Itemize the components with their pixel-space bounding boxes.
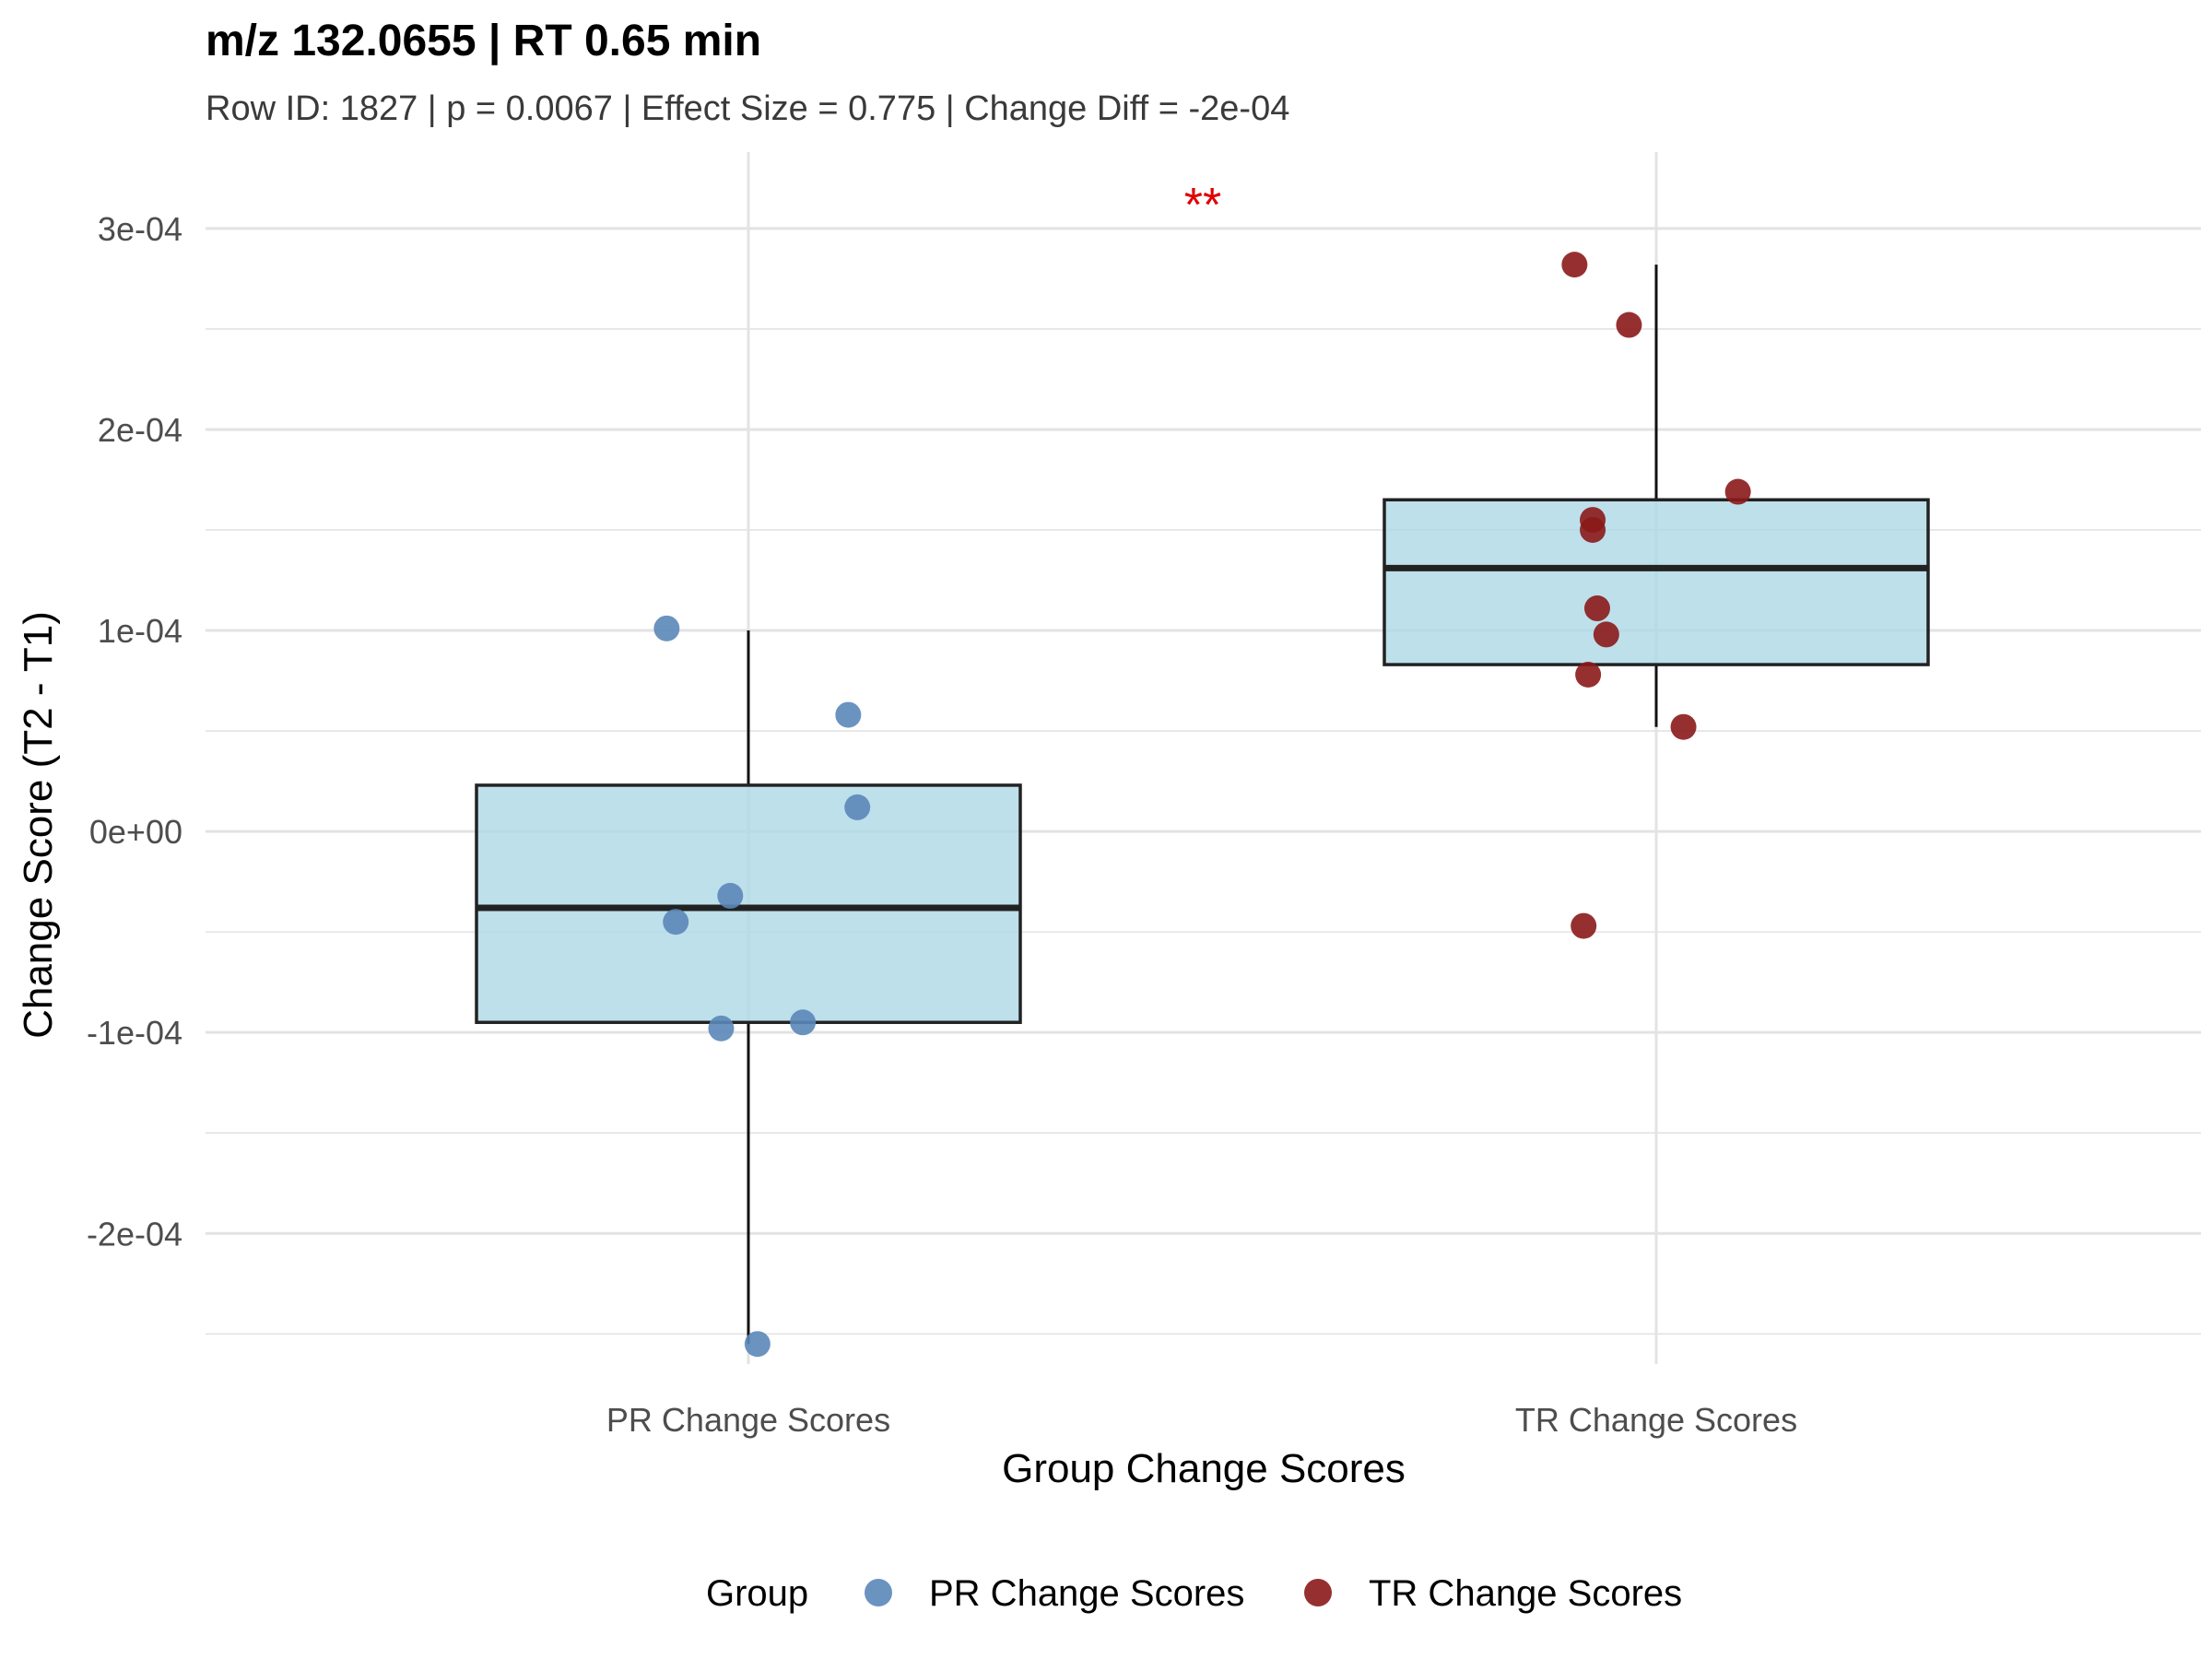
data-point bbox=[1583, 595, 1610, 622]
chart-subtitle: Row ID: 1827 | p = 0.0067 | Effect Size … bbox=[206, 89, 1289, 128]
data-point bbox=[1616, 312, 1642, 338]
data-point bbox=[835, 701, 862, 728]
legend-key bbox=[865, 1579, 892, 1606]
data-point bbox=[1571, 912, 1597, 939]
box-body bbox=[1382, 498, 1930, 666]
box-body bbox=[475, 783, 1022, 1025]
y-tick-label: 1e-04 bbox=[98, 612, 182, 650]
x-axis-title: Group Change Scores bbox=[1002, 1446, 1406, 1491]
legend-label: PR Change Scores bbox=[929, 1573, 1244, 1614]
data-point bbox=[1575, 661, 1602, 688]
y-tick-label: -2e-04 bbox=[87, 1215, 182, 1253]
grid-lines bbox=[206, 152, 2201, 1364]
y-axis-title: Change Score (T2 - T1) bbox=[16, 611, 61, 1039]
data-point bbox=[1724, 478, 1751, 505]
x-axis-ticks: PR Change Scores TR Change Scores bbox=[606, 1401, 1797, 1439]
data-point bbox=[708, 1015, 735, 1041]
significance-marker: ** bbox=[1184, 179, 1221, 232]
boxes bbox=[475, 265, 1930, 1345]
data-point bbox=[653, 615, 680, 641]
data-point bbox=[844, 794, 871, 820]
x-tick-label: PR Change Scores bbox=[606, 1401, 890, 1439]
legend-label: TR Change Scores bbox=[1369, 1573, 1682, 1614]
box-tr bbox=[1382, 265, 1930, 727]
legend-title: Group bbox=[706, 1573, 808, 1614]
x-tick-label: TR Change Scores bbox=[1515, 1401, 1797, 1439]
data-points bbox=[653, 252, 1751, 1358]
data-point bbox=[1593, 621, 1619, 648]
y-tick-label: 3e-04 bbox=[98, 210, 182, 248]
y-tick-label: 0e+00 bbox=[89, 813, 182, 851]
data-point bbox=[663, 909, 689, 935]
y-tick-label: 2e-04 bbox=[98, 411, 182, 449]
box-pr bbox=[475, 630, 1022, 1345]
data-point bbox=[744, 1331, 771, 1358]
y-tick-label: -1e-04 bbox=[87, 1014, 182, 1052]
legend-key bbox=[1304, 1579, 1332, 1606]
data-point bbox=[1561, 252, 1588, 278]
legend: Group PR Change Scores TR Change Scores bbox=[706, 1573, 1682, 1614]
data-point bbox=[790, 1009, 817, 1036]
y-axis-ticks: -2e-04 -1e-04 0e+00 1e-04 2e-04 3e-04 bbox=[87, 210, 182, 1253]
chart-title: m/z 132.0655 | RT 0.65 min bbox=[206, 17, 761, 65]
data-point bbox=[1580, 516, 1606, 543]
data-point bbox=[717, 882, 744, 909]
data-point bbox=[1670, 713, 1697, 740]
